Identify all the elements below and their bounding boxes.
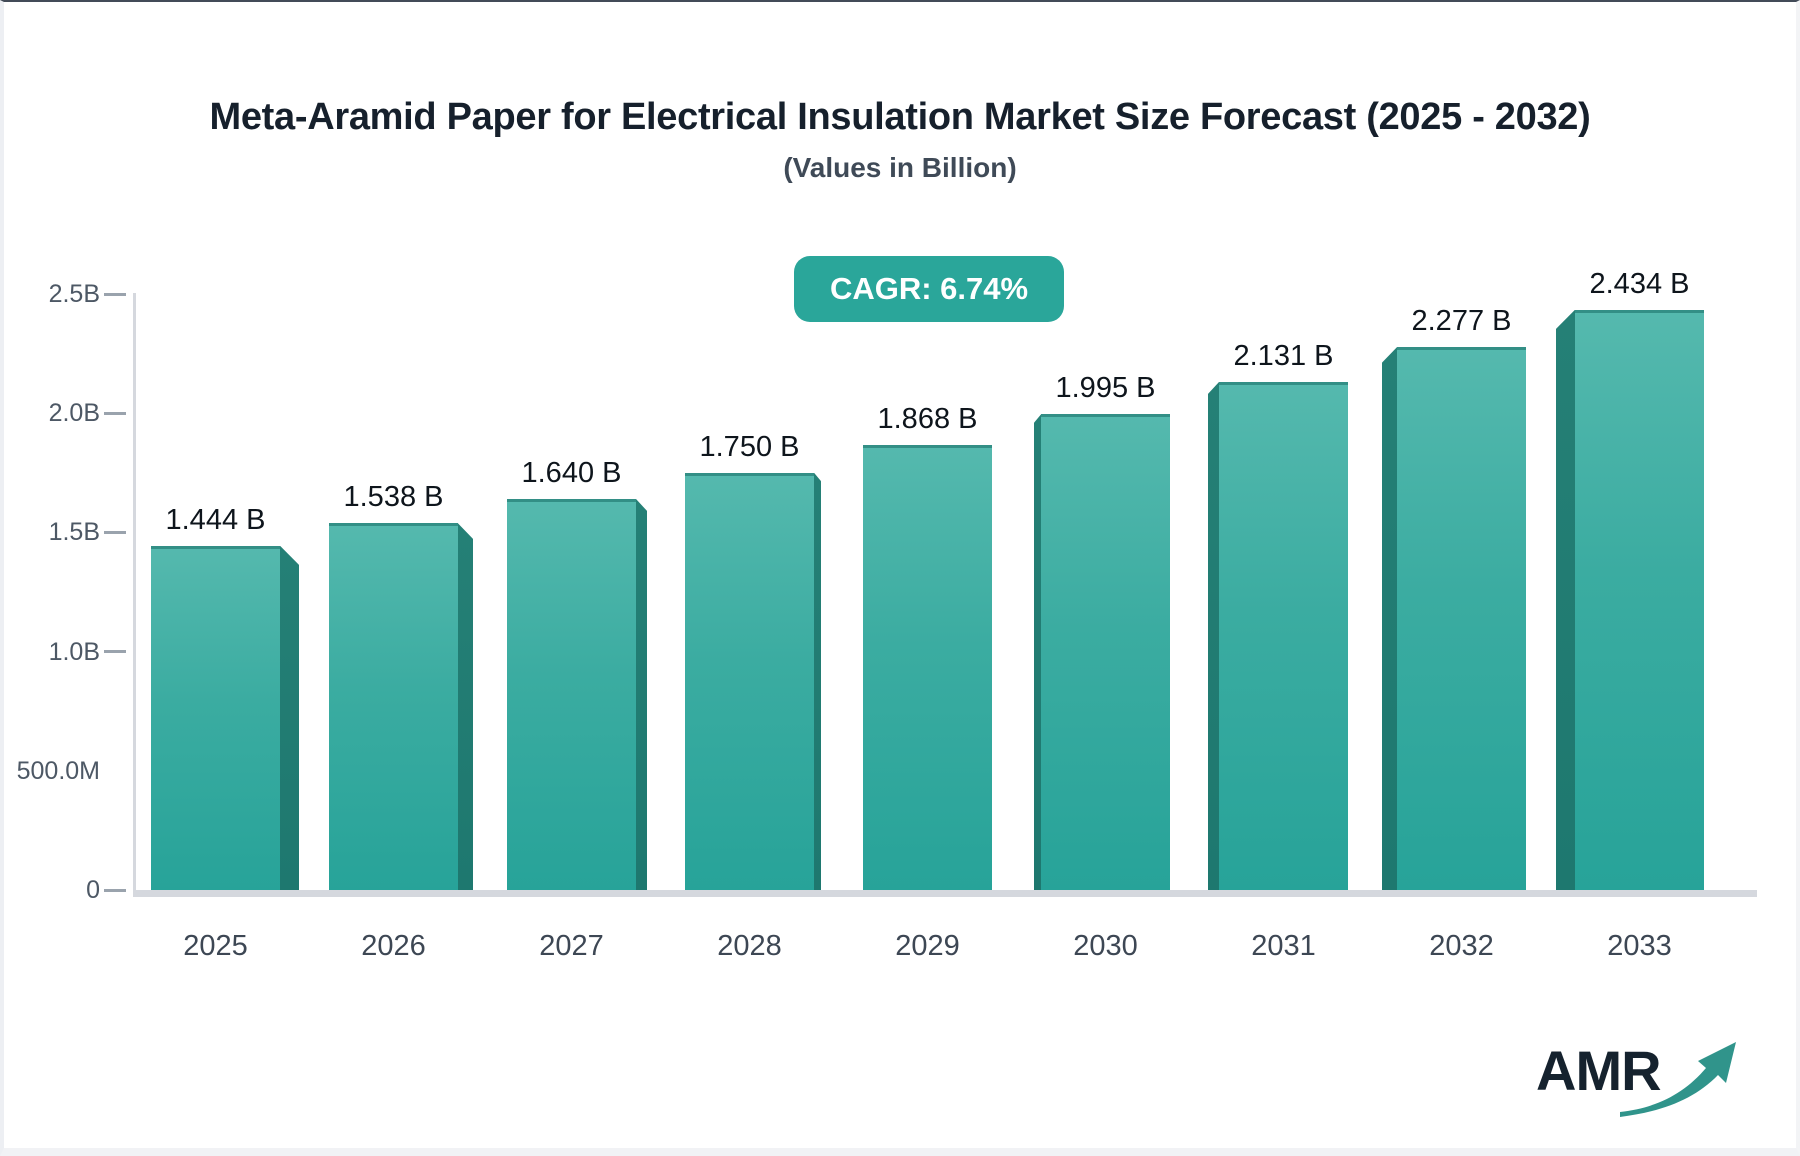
bar-value-label: 2.277 B: [1411, 305, 1512, 338]
bar-side-face: [1382, 347, 1397, 890]
y-tick-mark: [104, 650, 126, 654]
cagr-badge: CAGR: 6.74%: [794, 256, 1064, 322]
x-axis-label-2026: 2026: [361, 930, 426, 962]
cagr-badge-label: CAGR: 6.74%: [829, 271, 1029, 306]
bar-top-edge: [1041, 414, 1170, 418]
bar-2031: [1219, 381, 1348, 890]
bar-top-edge: [863, 444, 992, 448]
growth-arrow-icon: [1620, 1042, 1736, 1117]
y-tick-mark: [104, 292, 126, 296]
x-axis-label-2028: 2028: [717, 930, 782, 962]
bar-top-edge: [507, 499, 636, 503]
bar-top-edge: [151, 545, 280, 549]
bar-top-edge: [1219, 381, 1348, 385]
bar-2032: [1397, 347, 1526, 890]
brand-logo-text: AMR: [1536, 1039, 1662, 1102]
plot-area: 2.5B 2.0B 1.5B 1.0B 500.0M 0 1.444 B 2025 1.538 …: [4, 2, 1796, 1148]
bar-2028: [685, 472, 814, 890]
y-tick-label: 500.0M: [16, 756, 100, 785]
bar-top-edge: [329, 523, 458, 527]
bar-value-label: 1.444 B: [165, 503, 266, 536]
x-axis-label-2031: 2031: [1251, 930, 1316, 962]
bar-side-face: [814, 472, 821, 890]
bar-value-label: 1.640 B: [521, 457, 622, 490]
bar-2025: [151, 545, 280, 890]
y-tick-label: 2.5B: [48, 280, 100, 308]
bar-value-label: 1.995 B: [1055, 372, 1156, 405]
x-axis-label-2030: 2030: [1073, 930, 1138, 962]
y-tick-label: 1.5B: [48, 518, 100, 547]
bar-side-face: [1034, 414, 1041, 890]
y-tick-mark: [104, 411, 126, 415]
x-axis-label-2032: 2032: [1429, 930, 1494, 962]
bar-top-edge: [1397, 347, 1526, 351]
bar-side-face: [636, 499, 647, 890]
brand-logo: AMR: [1536, 1034, 1746, 1124]
bar-value-label: 1.750 B: [699, 430, 800, 463]
bar-2030: [1041, 414, 1170, 890]
x-axis-baseline: [133, 890, 1757, 897]
bar-2027: [507, 499, 636, 890]
bar-value-label: 2.131 B: [1233, 339, 1334, 372]
y-tick-label: 1.0B: [48, 637, 100, 666]
bar-value-label: 2.434 B: [1589, 267, 1690, 300]
y-axis-line: [133, 293, 136, 893]
bar-2033: [1575, 309, 1704, 890]
bar-2026: [329, 523, 458, 890]
y-tick-mark: [104, 530, 126, 534]
x-axis-label-2029: 2029: [895, 930, 960, 962]
x-axis-label-2025: 2025: [183, 930, 248, 962]
x-axis-label-2033: 2033: [1607, 930, 1672, 962]
x-axis-label-2027: 2027: [539, 930, 604, 962]
bar-top-edge: [1575, 309, 1704, 313]
bar-side-face: [458, 523, 473, 890]
bar-value-label: 1.868 B: [877, 402, 978, 435]
bar-top-edge: [685, 472, 814, 476]
chart-title: Meta-Aramid Paper for Electrical Insulat…: [209, 96, 1591, 138]
bar-2029: [863, 444, 992, 890]
bar-side-face: [1208, 381, 1219, 890]
chart-subtitle: (Values in Billion): [783, 152, 1017, 183]
bar-side-face: [280, 545, 299, 890]
y-tick-mark: [104, 888, 126, 892]
bar-value-label: 1.538 B: [343, 481, 444, 514]
y-tick-label: 2.0B: [48, 399, 100, 428]
bar-side-face: [1556, 309, 1575, 890]
y-tick-label: 0: [86, 876, 100, 904]
